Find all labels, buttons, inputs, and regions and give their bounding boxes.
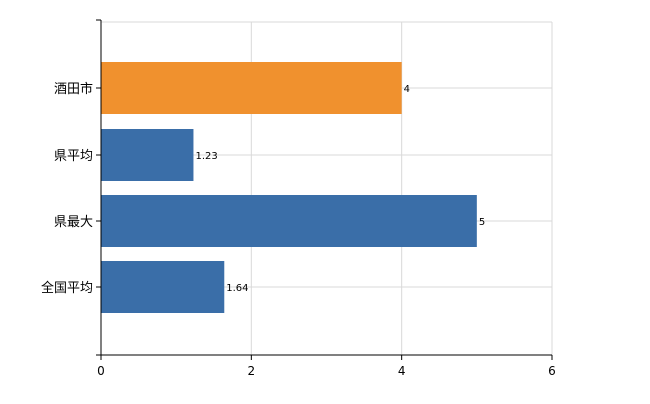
axis-layer [96,19,553,360]
x-tick-label: 6 [548,364,556,378]
data-label: 5 [479,217,485,228]
bar [101,261,225,313]
category-label: 全国平均 [41,280,93,296]
data-label: 1.64 [226,283,248,294]
x-tick-label: 0 [97,364,105,378]
bar [101,129,194,181]
x-tick-label: 2 [248,364,256,378]
data-label: 1.23 [195,151,217,162]
data-label: 4 [404,84,410,95]
x-tick-label: 4 [398,364,406,378]
bar-layer [101,62,477,313]
category-label: 酒田市 [54,81,93,97]
category-label: 県最大 [54,215,93,230]
category-label: 県平均 [54,149,93,164]
bar [101,62,402,114]
bar [101,195,477,247]
